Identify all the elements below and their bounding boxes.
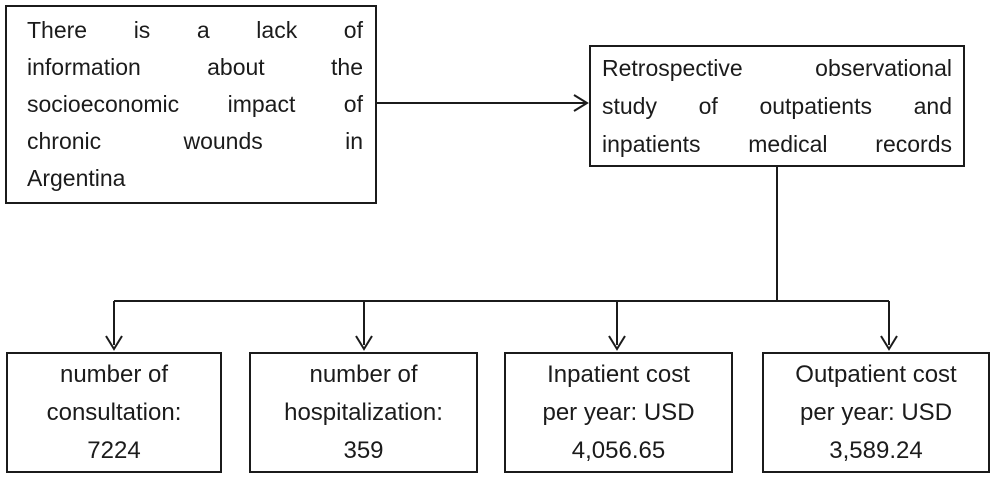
outcome-line: per year: USD xyxy=(799,399,953,426)
outcome-line: consultation: xyxy=(46,399,182,426)
study-line: inpatients medical records xyxy=(602,131,952,157)
problem-line: Argentina xyxy=(27,165,126,191)
study-line: study of outpatients and xyxy=(602,93,952,119)
arrowhead-down-2-icon xyxy=(355,335,373,351)
arrowhead-down-1-icon xyxy=(105,335,123,351)
outcome-box-outpatient-cost: Outpatient cost per year: USD 3,589.24 xyxy=(762,352,990,473)
arrowhead-right-icon xyxy=(573,94,589,112)
outcome-box-hospitalizations: number of hospitalization: 359 xyxy=(249,352,478,473)
arrowhead-down-4-icon xyxy=(880,335,898,351)
arrowhead-down-3-icon xyxy=(608,335,626,351)
outcome-line: Inpatient cost xyxy=(547,361,690,388)
outcome-line: Outpatient cost xyxy=(795,361,957,388)
outcome-value: 4,056.65 xyxy=(571,437,666,464)
outcome-line: number of xyxy=(309,361,418,388)
outcome-box-inpatient-cost: Inpatient cost per year: USD 4,056.65 xyxy=(504,352,733,473)
problem-line: information about the xyxy=(27,54,363,80)
outcome-line: number of xyxy=(59,361,169,388)
outcome-line: hospitalization: xyxy=(284,399,443,426)
problem-statement-box: There is a lack of information about the… xyxy=(5,5,377,204)
problem-line: There is a lack of xyxy=(27,17,363,43)
study-line: Retrospective observational xyxy=(602,55,952,81)
outcome-value: 7224 xyxy=(87,437,141,464)
study-description-box: Retrospective observational study of out… xyxy=(589,45,965,167)
outcome-value: 3,589.24 xyxy=(829,437,923,464)
outcome-box-consultations: number of consultation: 7224 xyxy=(6,352,222,473)
outcome-value: 359 xyxy=(343,437,384,464)
outcome-line: per year: USD xyxy=(542,399,695,426)
problem-line: chronic wounds in xyxy=(27,128,363,154)
problem-line: socioeconomic impact of xyxy=(27,91,363,117)
